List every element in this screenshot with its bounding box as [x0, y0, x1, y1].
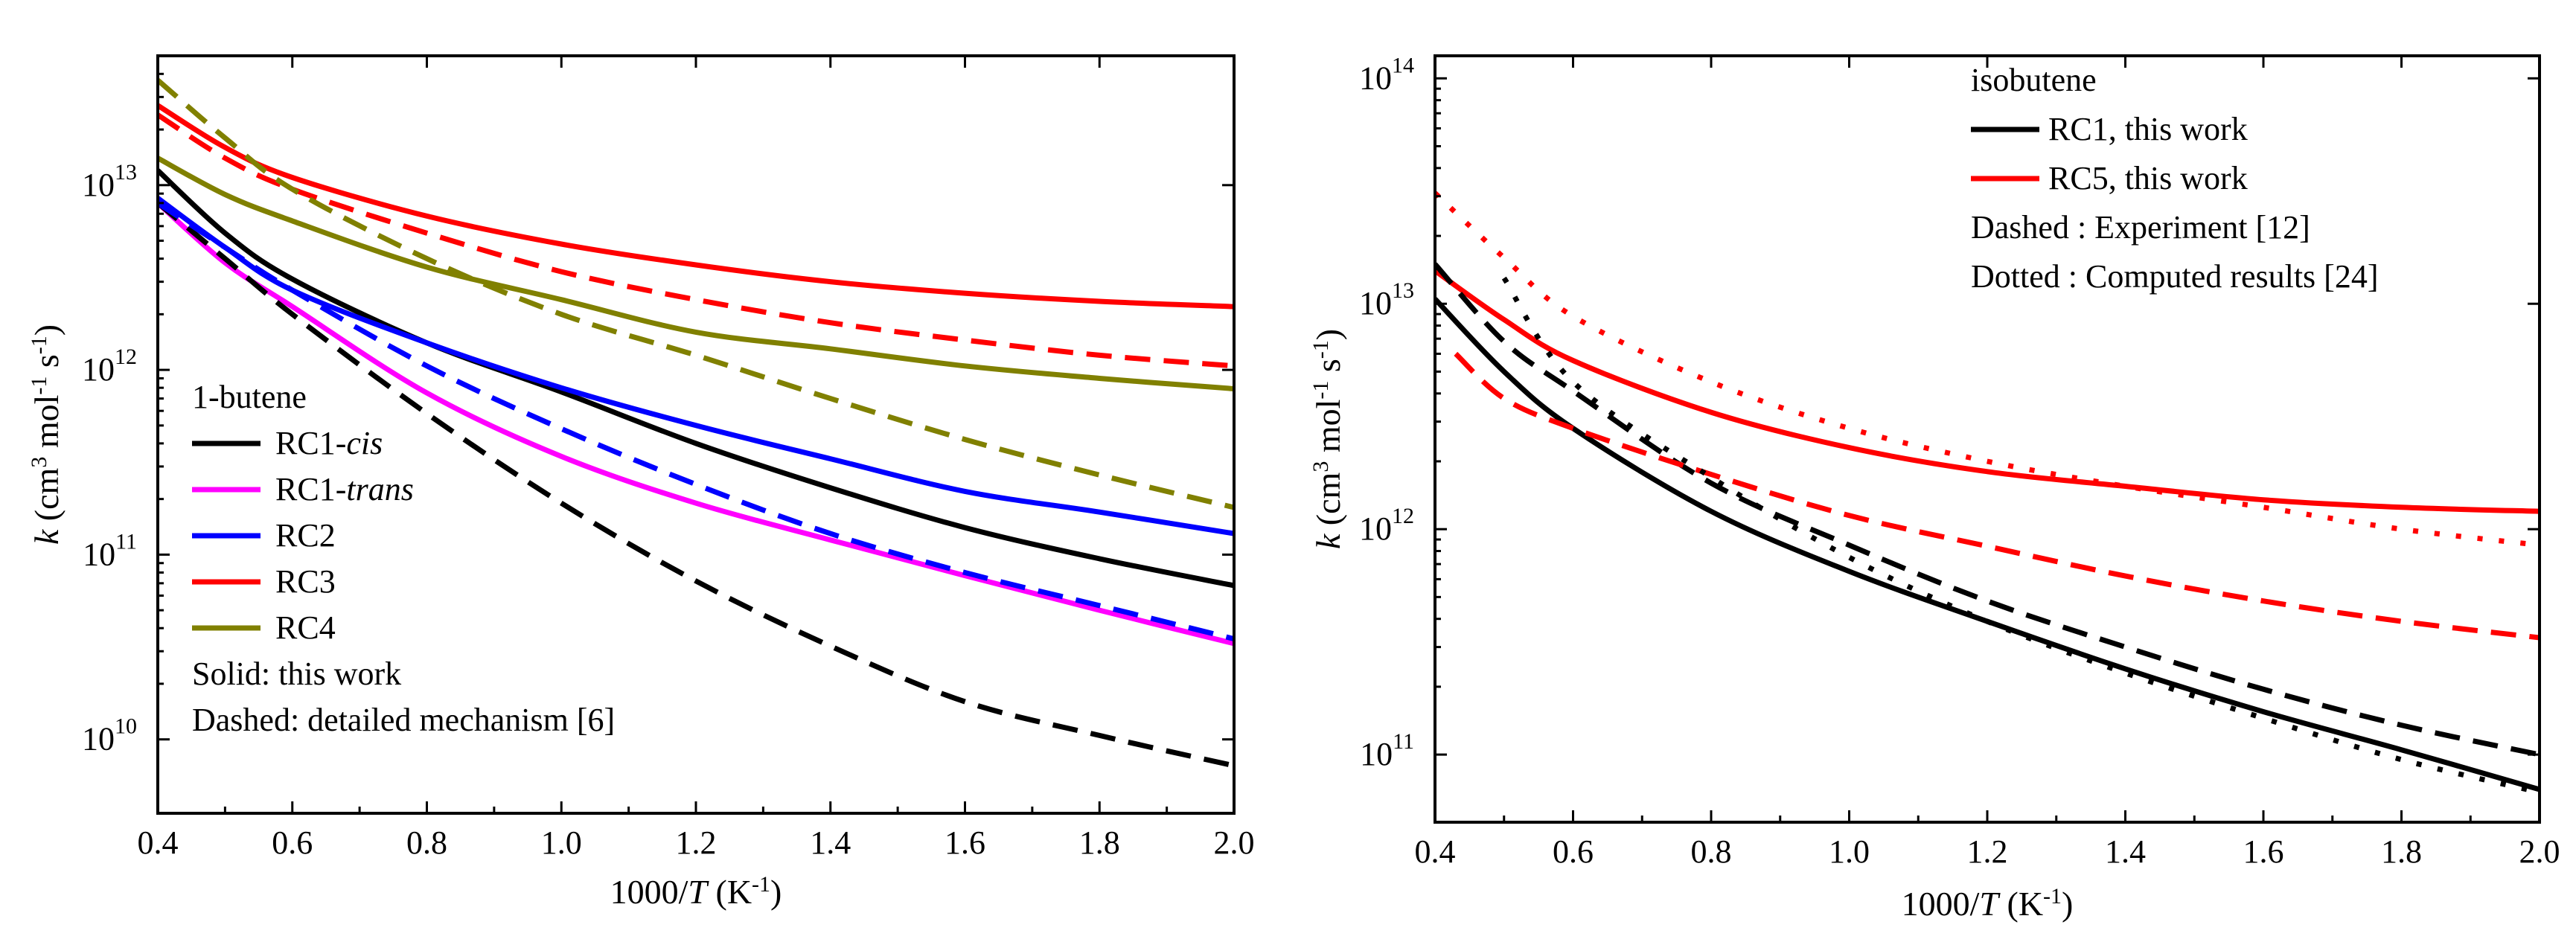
y-axis-label: k (cm3 mol-1 s-1) [1308, 329, 1348, 549]
chart-isobutene: 0.4 0.6 0.8 1.0 1.2 1.4 1.6 1.8 2.0 1011 1012 1013 1… [1308, 53, 2560, 923]
series-line-1-5 [1435, 190, 2540, 548]
x-axis-label: 1000/T (K-1) [610, 872, 782, 911]
ticks: 0.4 0.6 0.8 1.0 1.2 1.4 1.6 1.8 2.0 1011 1012 1013 1… [1359, 53, 2560, 870]
x-tick-label: 1.8 [1079, 824, 1120, 861]
legend-label: RC5, this work [2048, 160, 2248, 196]
legend-note: Solid: this work [192, 656, 401, 692]
series-line-1-2 [1435, 262, 2540, 757]
y-tick-label: 1013 [1359, 278, 1414, 321]
legend-note: Dotted : Computed results [24] [1971, 258, 2379, 295]
legend-note: Dashed : Experiment [12] [1971, 209, 2310, 246]
y-tick-label: 1011 [83, 529, 137, 572]
x-tick-label: 1.6 [2243, 833, 2284, 870]
legend-label: RC1, this work [2048, 111, 2248, 147]
x-tick-label: 2.0 [1214, 824, 1255, 861]
x-tick-label: 0.6 [272, 824, 313, 861]
y-tick-label: 1014 [1359, 53, 1414, 96]
series-line-1-1 [1435, 269, 2540, 514]
y-tick-label: 1011 [1360, 729, 1414, 772]
x-tick-label: 1.4 [810, 824, 851, 861]
ticks: 0.4 0.6 0.8 1.0 1.2 1.4 1.6 1.8 2.0 1010 1011 1012 1… [82, 54, 1255, 861]
series-line-0-5 [158, 201, 1234, 769]
x-tick-label: 0.6 [1553, 833, 1594, 870]
series-line-0-2 [158, 196, 1234, 536]
series-line-0-7 [158, 112, 1234, 369]
x-tick-label: 1.0 [1829, 833, 1870, 870]
y-tick-label: 1010 [82, 714, 137, 757]
x-tick-label: 1.0 [541, 824, 582, 861]
x-tick-label: 2.0 [2519, 833, 2560, 870]
series-line-0-3 [158, 103, 1234, 310]
legend: isobutene RC1, this work RC5, this work Das… [1971, 62, 2379, 295]
legend-label: RC1-cis [275, 425, 383, 461]
x-tick-label: 1.8 [2381, 833, 2422, 870]
legend-label: RC3 [275, 563, 336, 600]
series-line-1-0 [1435, 297, 2540, 792]
legend-note: Dashed: detailed mechanism [6] [192, 702, 615, 738]
legend-label: RC2 [275, 517, 336, 554]
y-axis-label: k (cm3 mol-1 s-1) [27, 324, 66, 545]
y-tick-label: 1012 [82, 345, 137, 388]
x-tick-label: 0.8 [406, 824, 447, 861]
series-line-0-1 [158, 201, 1234, 647]
x-axis-label: 1000/T (K-1) [1902, 884, 2074, 923]
series-line-0-6 [158, 200, 1234, 641]
series-line-0-4 [158, 156, 1234, 391]
series-line-0-0 [158, 168, 1234, 589]
x-tick-label: 1.2 [1967, 833, 2008, 870]
x-tick-label: 0.8 [1691, 833, 1732, 870]
y-tick-label: 1013 [82, 160, 137, 203]
x-tick-label: 0.4 [1415, 833, 1456, 870]
series-line-1-4 [1501, 276, 2540, 795]
x-tick-label: 0.4 [138, 824, 179, 861]
chart-1-butene: 0.4 0.6 0.8 1.0 1.2 1.4 1.6 1.8 2.0 1010 1011 1012 1… [27, 54, 1255, 911]
x-tick-label: 1.4 [2105, 833, 2146, 870]
legend-label: RC1-trans [275, 471, 414, 507]
x-tick-label: 1.6 [945, 824, 985, 861]
legend: 1-butene RC1-cis RC1-trans RC2 RC3 RC4 Solid: … [192, 379, 615, 738]
y-tick-label: 1012 [1359, 504, 1414, 547]
curves [1435, 190, 2540, 795]
series-line-0-8 [158, 78, 1234, 510]
series-line-1-3 [1454, 351, 2540, 641]
x-tick-label: 1.2 [676, 824, 717, 861]
legend-title: 1-butene [192, 379, 307, 415]
curves [158, 78, 1234, 769]
legend-title: isobutene [1971, 62, 2097, 98]
legend-label: RC4 [275, 609, 336, 646]
